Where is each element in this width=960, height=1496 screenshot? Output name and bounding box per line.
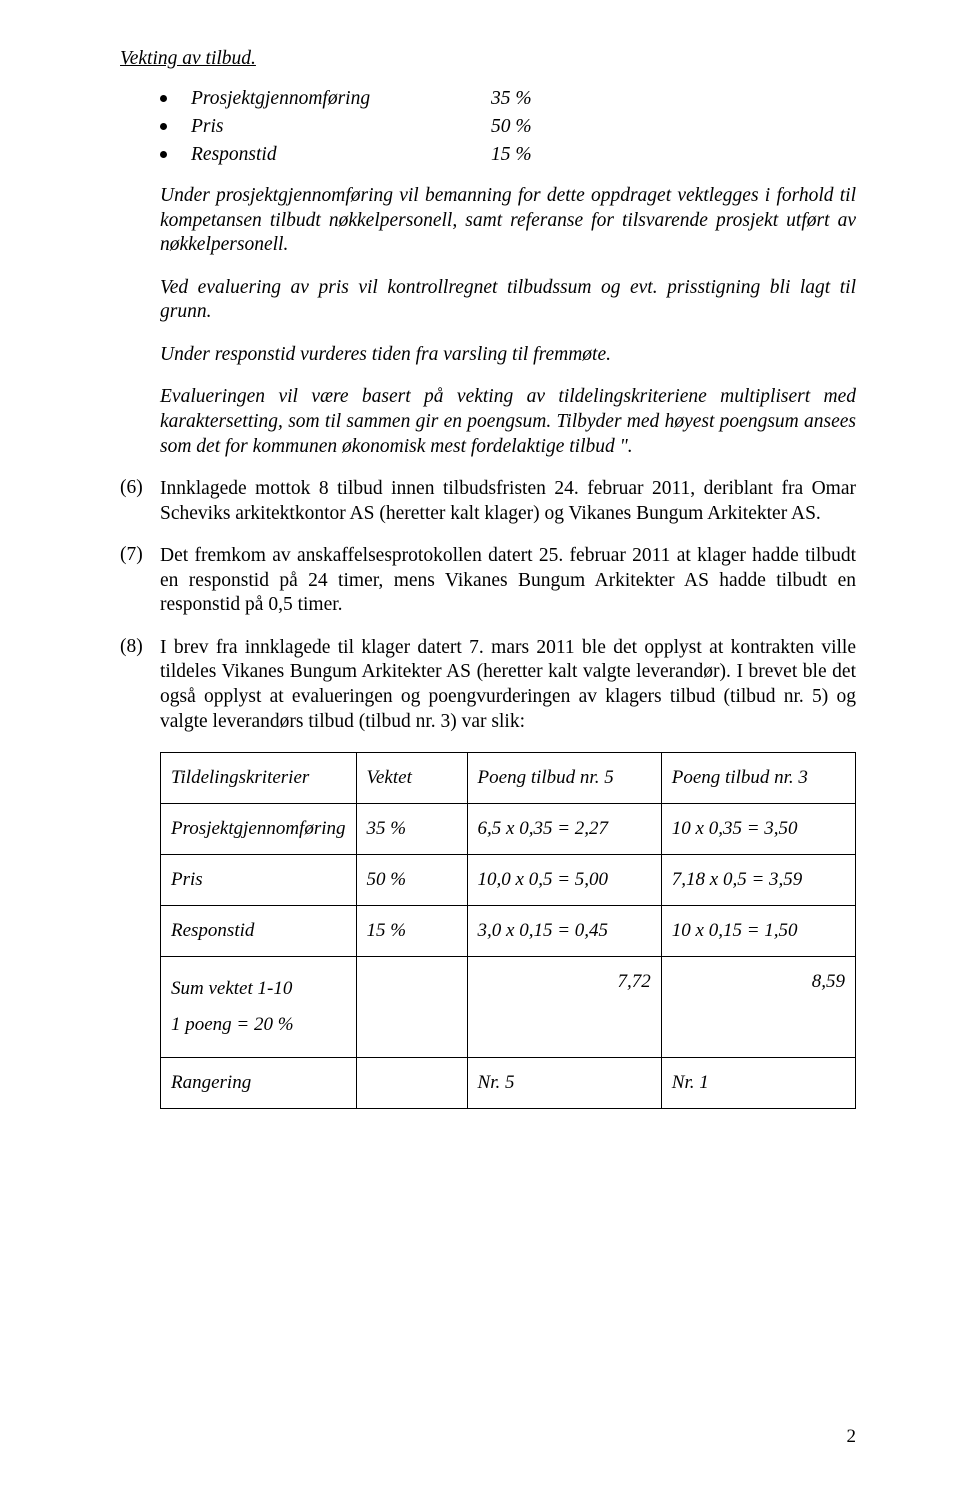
- paragraph-responstid: Under responstid vurderes tiden fra vars…: [160, 343, 856, 368]
- table-cell: Responstid: [161, 906, 357, 957]
- table-header: Tildelingskriterier: [161, 753, 357, 804]
- bullet-label: Prosjektgjennomføring: [191, 88, 479, 110]
- numbered-paragraph-7: (7) Det fremkom av anskaffelsesprotokoll…: [120, 544, 856, 618]
- criteria-table: Tildelingskriterier Vektet Poeng tilbud …: [160, 752, 856, 1109]
- table-cell: Nr. 5: [467, 1058, 661, 1109]
- bullet-icon: [160, 95, 167, 102]
- table-cell: 10,0 x 0,5 = 5,00: [467, 855, 661, 906]
- table-cell: 7,72: [467, 957, 661, 1058]
- numbered-paragraph-6: (6) Innklagede mottok 8 tilbud innen til…: [120, 477, 856, 526]
- table-cell: 50 %: [356, 855, 467, 906]
- table-cell: 10 x 0,35 = 3,50: [661, 804, 855, 855]
- sum-value-3: 8,59: [672, 971, 845, 993]
- table-cell: 10 x 0,15 = 1,50: [661, 906, 855, 957]
- paragraph-body: I brev fra innklagede til klager datert …: [160, 636, 856, 734]
- table-cell: 15 %: [356, 906, 467, 957]
- table-cell: Nr. 1: [661, 1058, 855, 1109]
- table-cell: 8,59: [661, 957, 855, 1058]
- page-number: 2: [847, 1426, 857, 1448]
- weighting-list: Prosjektgjennomføring 35 % Pris 50 % Res…: [120, 88, 856, 166]
- table-cell: 7,18 x 0,5 = 3,59: [661, 855, 855, 906]
- paragraph-body: Innklagede mottok 8 tilbud innen tilbuds…: [160, 477, 856, 526]
- table-rank-row: Rangering Nr. 5 Nr. 1: [161, 1058, 856, 1109]
- table-cell: [356, 957, 467, 1058]
- table-header: Poeng tilbud nr. 5: [467, 753, 661, 804]
- table-header: Vektet: [356, 753, 467, 804]
- bullet-value: 50 %: [491, 116, 551, 138]
- table-cell: Pris: [161, 855, 357, 906]
- table-cell-sum-label: Sum vektet 1-10 1 poeng = 20 %: [161, 957, 357, 1058]
- numbered-paragraph-8: (8) I brev fra innklagede til klager dat…: [120, 636, 856, 734]
- bullet-icon: [160, 123, 167, 130]
- table-cell: Rangering: [161, 1058, 357, 1109]
- sum-value-5: 7,72: [478, 971, 651, 993]
- list-item: Responstid 15 %: [160, 144, 856, 166]
- table-cell: 3,0 x 0,15 = 0,45: [467, 906, 661, 957]
- paragraph-body: Det fremkom av anskaffelsesprotokollen d…: [160, 544, 856, 618]
- table-sum-row: Sum vektet 1-10 1 poeng = 20 % 7,72 8,59: [161, 957, 856, 1058]
- table-row: Pris 50 % 10,0 x 0,5 = 5,00 7,18 x 0,5 =…: [161, 855, 856, 906]
- table-header-row: Tildelingskriterier Vektet Poeng tilbud …: [161, 753, 856, 804]
- table-cell: 35 %: [356, 804, 467, 855]
- paragraph-intro: Under prosjektgjennomføring vil bemannin…: [160, 184, 856, 258]
- table-cell: 6,5 x 0,35 = 2,27: [467, 804, 661, 855]
- bullet-label: Pris: [191, 116, 479, 138]
- sum-sublabel: 1 poeng = 20 %: [171, 1014, 294, 1035]
- table-header: Poeng tilbud nr. 3: [661, 753, 855, 804]
- paragraph-number: (7): [120, 544, 160, 566]
- table-row: Responstid 15 % 3,0 x 0,15 = 0,45 10 x 0…: [161, 906, 856, 957]
- bullet-value: 15 %: [491, 144, 551, 166]
- paragraph-eval: Ved evaluering av pris vil kontrollregne…: [160, 276, 856, 325]
- sum-label: Sum vektet 1-10: [171, 978, 292, 999]
- section-heading: Vekting av tilbud.: [120, 48, 856, 70]
- bullet-label: Responstid: [191, 144, 479, 166]
- paragraph-number: (8): [120, 636, 160, 658]
- table-cell: [356, 1058, 467, 1109]
- list-item: Pris 50 %: [160, 116, 856, 138]
- bullet-icon: [160, 151, 167, 158]
- paragraph-evaluering: Evalueringen vil være basert på vekting …: [160, 385, 856, 459]
- list-item: Prosjektgjennomføring 35 %: [160, 88, 856, 110]
- table-row: Prosjektgjennomføring 35 % 6,5 x 0,35 = …: [161, 804, 856, 855]
- paragraph-number: (6): [120, 477, 160, 499]
- document-page: Vekting av tilbud. Prosjektgjennomføring…: [0, 0, 960, 1496]
- table-cell: Prosjektgjennomføring: [161, 804, 357, 855]
- bullet-value: 35 %: [491, 88, 551, 110]
